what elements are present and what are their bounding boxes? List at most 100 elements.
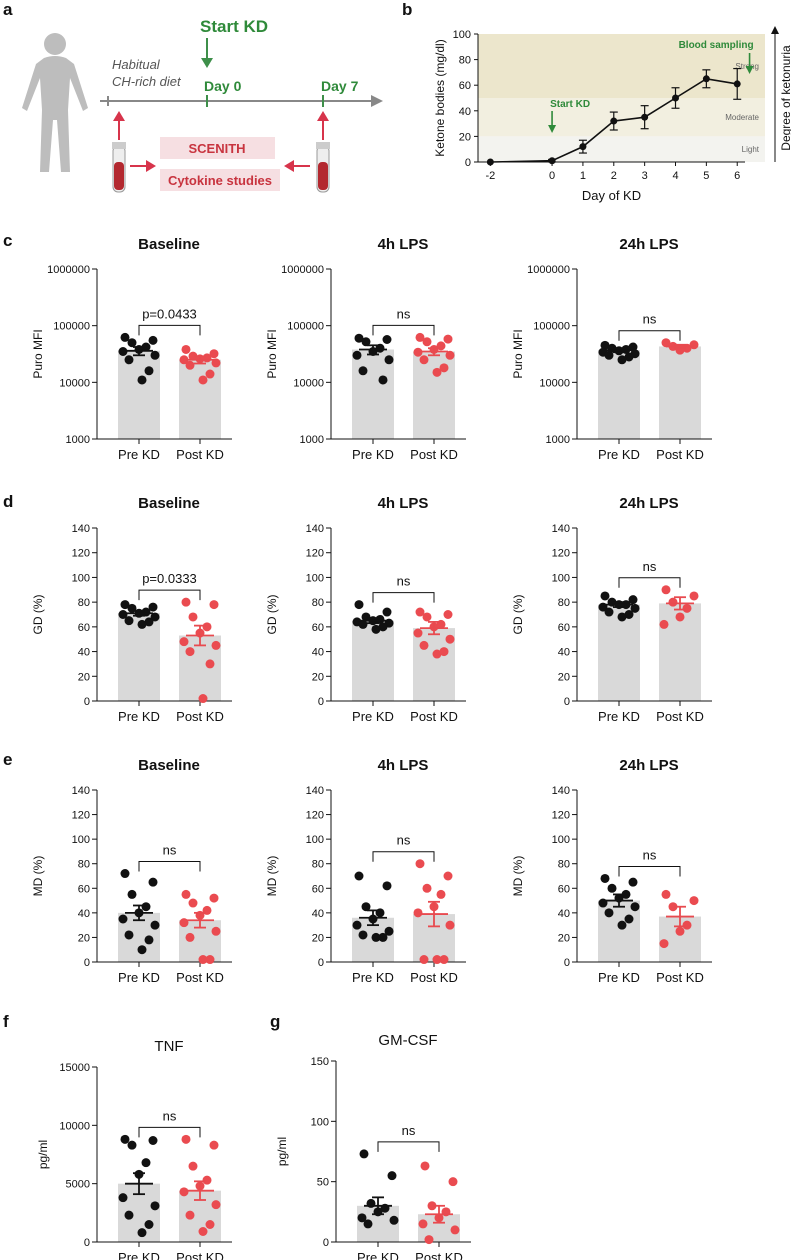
post-kd-point: [209, 600, 219, 610]
post-kd-point: [422, 883, 432, 893]
ketone-point: [486, 158, 494, 166]
pre-kd-point: [118, 347, 128, 357]
post-kd-point: [209, 893, 219, 903]
ketone-point: [610, 117, 618, 125]
y-tick-label: 50: [317, 1177, 329, 1189]
pre-kd-point: [144, 617, 154, 627]
post-kd-point: [659, 939, 669, 949]
x-tick-label: Post KD: [410, 447, 458, 462]
y-axis-title: GD (%): [31, 595, 45, 635]
pre-kd-point: [384, 926, 394, 936]
post-kd-point: [198, 375, 208, 385]
y-tick-label: 100: [552, 572, 570, 584]
y-tick-label: 40: [78, 908, 90, 920]
x-tick-label: Pre KD: [118, 709, 160, 724]
y-tick-label: 0: [323, 1237, 329, 1249]
y-tick-label: 10000: [293, 377, 324, 389]
bar-pre-kd: [118, 613, 160, 701]
right-axis-title: Degree of ketonuria: [779, 45, 791, 151]
y-tick-label: 100: [552, 834, 570, 846]
pre-kd-point: [387, 1171, 397, 1181]
pre-kd-point: [378, 375, 388, 385]
pre-kd-point: [144, 1220, 154, 1229]
y-tick-label: 100: [453, 29, 471, 41]
y-tick-label: 100: [72, 572, 90, 584]
x-tick-label: Pre KD: [118, 970, 160, 985]
post-kd-point: [675, 926, 685, 936]
y-tick-label: 0: [84, 1237, 90, 1249]
post-kd-point: [432, 955, 442, 965]
post-kd-point: [427, 1201, 437, 1211]
post-kd-point: [661, 585, 671, 595]
y-axis-title: GD (%): [265, 595, 279, 635]
x-tick-label: Pre KD: [357, 1250, 399, 1260]
post-kd-point: [211, 1200, 221, 1210]
chart-title: 24h LPS: [619, 236, 678, 253]
post-kd-point: [205, 659, 215, 669]
post-kd-point: [179, 637, 189, 647]
chart-title: 4h LPS: [378, 236, 429, 253]
pre-kd-point: [352, 920, 362, 930]
y-tick-label: 60: [78, 883, 90, 895]
y-axis-title: GD (%): [511, 595, 525, 635]
y-tick-label: 1000000: [281, 264, 324, 276]
pre-kd-point: [363, 1219, 373, 1229]
y-tick-label: 20: [558, 932, 570, 944]
x-tick-label: Pre KD: [352, 970, 394, 985]
x-tick-label: 5: [703, 170, 709, 182]
pre-kd-point: [617, 920, 627, 930]
chart-e-24h-lps: 24h LPS 0 20 40 60 80 100 120 140 Pre KD Post KD MD…: [511, 757, 712, 985]
pre-kd-point: [137, 619, 147, 629]
y-tick-label: 100000: [533, 321, 570, 333]
post-kd-point: [418, 1219, 428, 1229]
y-axis-title: pg/ml: [36, 1140, 50, 1169]
chart-title: TNF: [154, 1038, 183, 1055]
y-tick-label: 80: [312, 859, 324, 871]
post-kd-point: [202, 1175, 212, 1185]
y-tick-label: 20: [312, 932, 324, 944]
y-tick-label: 1000: [300, 434, 324, 446]
start-kd-arrowhead-icon: [201, 58, 213, 68]
post-kd-point: [422, 337, 432, 347]
significance-bracket: [138, 1126, 201, 1138]
pre-kd-point: [137, 1228, 147, 1238]
x-tick-label: Post KD: [415, 1250, 463, 1260]
post-kd-point: [185, 647, 195, 657]
scenith-box: [160, 137, 275, 159]
post-kd-point: [202, 622, 212, 632]
post-kd-point: [179, 355, 189, 365]
blood-tube-icon-right: [316, 142, 330, 193]
significance-label: ns: [397, 833, 411, 848]
cytokine-box: [160, 169, 280, 191]
bar-pre-kd: [598, 604, 640, 701]
y-tick-label: 120: [72, 548, 90, 560]
significance-bracket: [372, 851, 435, 862]
y-tick-label: 80: [558, 597, 570, 609]
ketone-line-chart: StrongModerateLight020406080100-20123456…: [433, 26, 791, 203]
pre-kd-point: [150, 350, 160, 360]
y-tick-label: 100: [311, 1116, 329, 1128]
pre-kd-point: [352, 350, 362, 360]
chart-c-baseline: Baseline 1000 10000 100000 1000000 Pre KD Post…: [31, 236, 232, 462]
y-tick-label: 140: [552, 785, 570, 797]
y-tick-label: 40: [558, 647, 570, 659]
ketonuria-band-strong: [478, 34, 765, 98]
pre-kd-point: [361, 337, 371, 347]
post-kd-point: [181, 344, 191, 354]
pre-kd-point: [621, 889, 631, 899]
y-tick-label: 80: [78, 859, 90, 871]
post-kd-point: [668, 902, 678, 912]
pre-kd-point: [137, 375, 147, 385]
chart-c-24h-lps: 24h LPS 1000 10000 100000 1000000 Pre KD Post …: [511, 236, 712, 462]
y-tick-label: 120: [72, 810, 90, 822]
sampling-arrowhead-left-icon: [113, 111, 125, 121]
pre-kd-point: [118, 914, 128, 924]
schematic-panel: Start KD Habitual CH-rich diet Day 0 Day…: [22, 17, 383, 193]
y-tick-label: 1000: [546, 434, 570, 446]
pre-kd-point: [150, 612, 160, 622]
post-kd-point: [432, 367, 442, 377]
y-tick-label: 0: [84, 957, 90, 969]
y-axis-title: MD (%): [31, 856, 45, 897]
x-tick-label: 6: [734, 170, 740, 182]
